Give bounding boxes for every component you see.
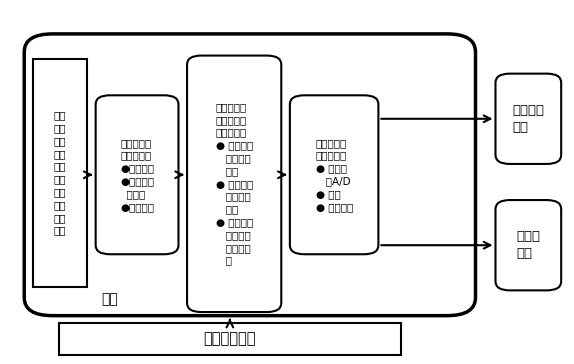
Text: 显示器
单元: 显示器 单元 (517, 230, 540, 260)
Bar (33, 59, 87, 287)
Bar (59, 323, 401, 355)
Text: 声脉冲治疗
实施单元：
● 数模转
   换A/D
● 声卡
● 蓝牙耳机: 声脉冲治疗 实施单元： ● 数模转 换A/D ● 声卡 ● 蓝牙耳机 (316, 138, 353, 212)
FancyBboxPatch shape (495, 200, 561, 290)
FancyBboxPatch shape (187, 56, 281, 312)
Text: 听力信号预
处理单元：
●频段划分
●声脉冲幅
  度设置
●通道设置: 听力信号预 处理单元： ●频段划分 ●声脉冲幅 度设置 ●通道设置 (120, 138, 154, 212)
Text: 操控系统单元: 操控系统单元 (204, 332, 256, 347)
FancyBboxPatch shape (290, 95, 378, 254)
Text: 播放耳机
单元: 播放耳机 单元 (513, 104, 544, 134)
Text: 主机: 主机 (102, 293, 118, 306)
FancyBboxPatch shape (495, 74, 561, 164)
FancyBboxPatch shape (96, 95, 179, 254)
FancyBboxPatch shape (24, 34, 475, 316)
Text: 多通道声脉
冲治疗方案
制作单元：
● 单通道声
   脉冲信号
   制定
● 多通道声
   脉冲信号
   合成
● 合成声脉
   冲治疗方
   案参: 多通道声脉 冲治疗方案 制作单元： ● 单通道声 脉冲信号 制定 ● 多通道声 … (215, 102, 253, 266)
Text: 普通
环境
噪音
下声
敏检
测和
纯音
听力
检测
单元: 普通 环境 噪音 下声 敏检 测和 纯音 听力 检测 单元 (54, 110, 66, 236)
